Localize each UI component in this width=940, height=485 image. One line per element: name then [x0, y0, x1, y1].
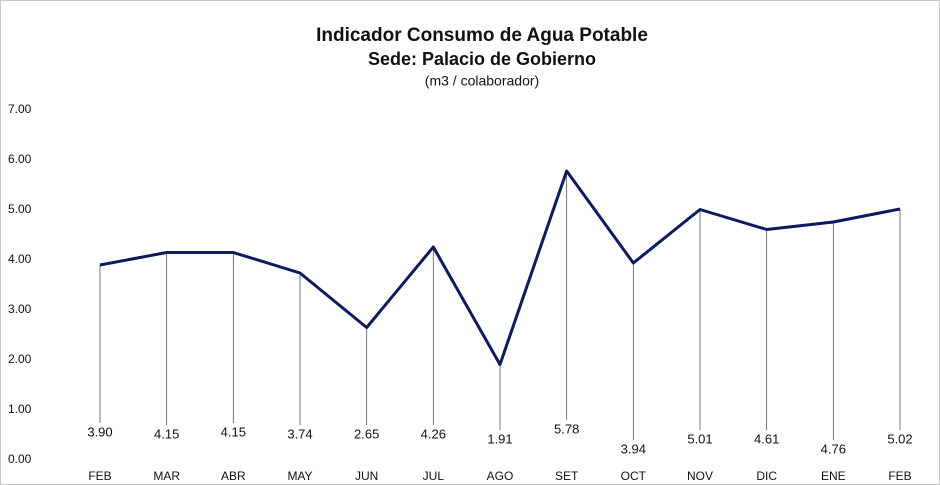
- data-line: [99, 169, 901, 366]
- data-label: 3.90: [87, 424, 112, 439]
- y-tick-label: 4.00: [8, 252, 32, 266]
- x-tick-label: SET: [555, 469, 579, 483]
- chart-subtitle: Sede: Palacio de Gobierno: [368, 49, 596, 69]
- x-tick-label: ABR: [221, 469, 246, 483]
- y-tick-label: 3.00: [8, 302, 32, 316]
- y-tick-label: 1.00: [8, 402, 32, 416]
- data-label: 3.94: [621, 441, 646, 456]
- y-tick-label: 2.00: [8, 352, 32, 366]
- x-tick-label: AGO: [487, 469, 514, 483]
- y-tick-label: 0.00: [8, 452, 32, 466]
- data-label: 4.76: [821, 441, 846, 456]
- data-label: 3.74: [287, 426, 312, 441]
- chart-title: Indicador Consumo de Agua Potable: [316, 25, 648, 46]
- data-label: 5.01: [687, 431, 712, 446]
- data-label: 1.91: [487, 431, 512, 446]
- unit-label: (m3 / colaborador): [425, 73, 539, 89]
- x-tick-label: JUN: [355, 469, 378, 483]
- data-label: 4.26: [421, 426, 446, 441]
- data-label: 4.61: [754, 431, 779, 446]
- x-tick-label: FEB: [88, 469, 111, 483]
- data-label: 5.78: [554, 421, 579, 436]
- x-tick-label: ENE: [821, 469, 846, 483]
- x-tick-label: OCT: [621, 469, 647, 483]
- data-label: 4.15: [221, 424, 246, 439]
- x-tick-label: MAR: [153, 469, 180, 483]
- y-tick-label: 5.00: [8, 202, 32, 216]
- data-label: 5.02: [887, 431, 912, 446]
- data-label: 2.65: [354, 426, 379, 441]
- x-tick-label: NOV: [687, 469, 713, 483]
- y-tick-label: 7.00: [8, 102, 32, 116]
- x-tick-label: JUL: [423, 469, 445, 483]
- x-tick-label: DIC: [756, 469, 777, 483]
- x-tick-label: MAY: [287, 469, 312, 483]
- y-tick-label: 6.00: [8, 152, 32, 166]
- data-label: 4.15: [154, 426, 179, 441]
- x-tick-label: FEB: [888, 469, 911, 483]
